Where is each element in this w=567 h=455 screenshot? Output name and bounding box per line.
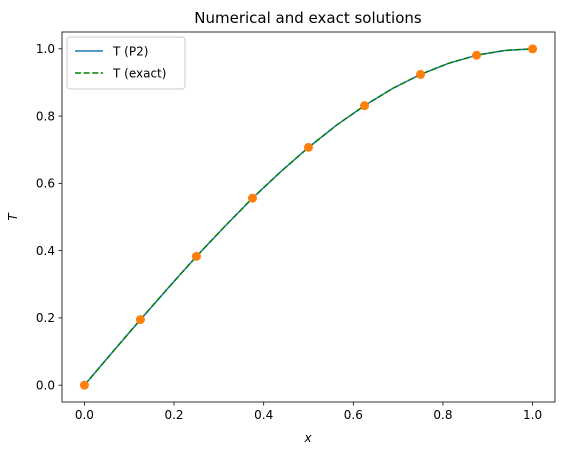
legend-label: T (exact) <box>112 66 166 80</box>
chart-title: Numerical and exact solutions <box>194 9 422 27</box>
y-tick-label: 0.6 <box>36 177 55 191</box>
x-axis-label: x <box>303 431 312 445</box>
legend-label: T (P2) <box>112 44 148 58</box>
data-point <box>79 380 89 390</box>
x-tick-label: 1.0 <box>523 408 542 422</box>
data-point <box>472 50 482 60</box>
data-point <box>528 44 538 54</box>
data-point <box>304 142 313 152</box>
y-axis-label: T <box>6 212 20 221</box>
y-tick-label: 0.4 <box>36 244 55 258</box>
legend: T (P2) T (exact) <box>66 36 186 90</box>
plot-area: 0.0 0.2 0.4 0.6 0.8 1.0 0.0 0.2 0.4 0.6 0.8 1.0 <box>36 31 556 422</box>
x-tick-label: 0.8 <box>433 408 452 422</box>
x-tick-label: 0.6 <box>344 408 363 422</box>
data-point <box>416 69 426 79</box>
data-point <box>360 101 370 111</box>
y-tick-label: 0.0 <box>36 378 55 392</box>
y-tick-label: 0.8 <box>36 109 55 123</box>
x-tick-label: 0.4 <box>254 408 273 422</box>
legend-box <box>66 36 186 90</box>
data-point <box>247 193 257 203</box>
y-tick-label: 0.2 <box>36 311 55 325</box>
data-point <box>135 315 145 325</box>
x-tick-label: 0.0 <box>75 408 94 422</box>
y-tick-label: 1.0 <box>36 42 55 56</box>
data-point <box>191 251 201 261</box>
x-tick-label: 0.2 <box>164 408 183 422</box>
axes-frame <box>61 31 556 403</box>
